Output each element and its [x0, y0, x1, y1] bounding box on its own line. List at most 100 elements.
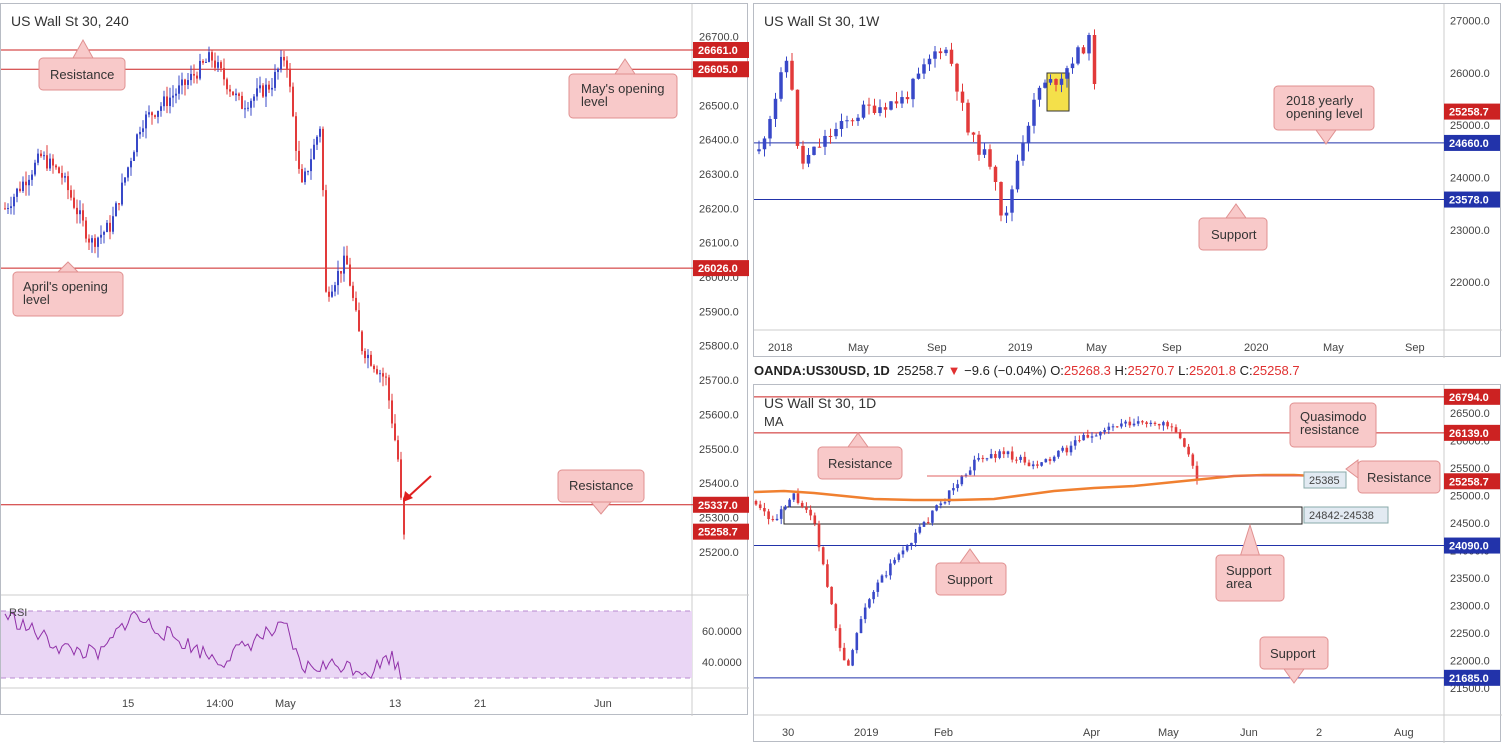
candle-body [223, 68, 225, 80]
candle-body [253, 96, 255, 101]
y-tick-label: 25000.0 [1450, 491, 1490, 503]
candle-body [241, 95, 243, 109]
candle-body [379, 373, 381, 375]
candle-body [988, 149, 992, 167]
candle-body [1040, 462, 1043, 466]
callout-support-mid: Support [935, 548, 1007, 596]
candle-body [376, 369, 378, 374]
candle-body [952, 488, 955, 491]
candle-body [1153, 422, 1157, 424]
candle-body [1128, 421, 1132, 426]
level-badge [1444, 388, 1500, 405]
candle-body [328, 291, 330, 297]
candle-body [208, 52, 210, 62]
candle-body [1187, 446, 1190, 455]
candle-body [142, 128, 144, 132]
candle-body [1031, 464, 1035, 467]
candle-body [331, 291, 333, 297]
candle-body [28, 179, 30, 186]
level-badge-label: 24660.0 [1449, 138, 1489, 150]
candle-body [1107, 426, 1111, 431]
candle-body [361, 331, 363, 352]
candle-body [139, 131, 141, 135]
candle-body [163, 96, 165, 107]
candle-body [1023, 456, 1027, 463]
high-label: H: [1114, 363, 1128, 378]
candle-body [977, 134, 981, 155]
candle-body [94, 238, 96, 247]
candle-body [982, 149, 987, 155]
candle-body [247, 107, 249, 109]
x-tick-label: 2018 [768, 342, 792, 354]
candle-body [391, 400, 393, 424]
chart-4h-panel[interactable]: 26700.026600.026500.026400.026300.026200… [0, 3, 749, 716]
candle-body [49, 158, 51, 169]
y-tick-label: 23000.0 [1450, 225, 1490, 237]
candle-body [46, 155, 48, 169]
candle-body [966, 102, 970, 133]
rsi-line [4, 610, 402, 681]
candle-body [37, 153, 39, 163]
candle-body [788, 499, 791, 507]
candle-body [1036, 464, 1039, 466]
red-arrow [403, 475, 432, 502]
candle-body [226, 79, 228, 90]
candle-body [229, 89, 231, 92]
candle-body [202, 60, 204, 63]
candle-body [1059, 78, 1064, 85]
candle-body [1082, 434, 1085, 441]
support-area-box [783, 506, 1303, 525]
level-badge [1444, 134, 1500, 151]
candle-body [872, 591, 875, 600]
level-badge [1444, 473, 1500, 490]
level-badge-label: 26139.0 [1449, 428, 1489, 440]
rsi-band [1, 611, 692, 678]
candle-body [1006, 451, 1010, 455]
candle-body [40, 153, 42, 157]
candle-body [1166, 422, 1169, 427]
x-tick-label: 15 [122, 698, 134, 710]
candle-body [806, 154, 811, 164]
candle-body [1174, 427, 1178, 433]
candle-body [244, 108, 246, 110]
x-tick-label: Sep [1405, 342, 1425, 354]
highlight-box [1046, 72, 1070, 112]
candle-body [828, 135, 833, 137]
y-tick-label: 26400.0 [699, 135, 739, 147]
candle-body [779, 509, 783, 519]
symbol-label: OANDA:US30USD, 1D [754, 363, 890, 378]
svg-text:25385: 25385 [1309, 475, 1340, 487]
candle-body [313, 144, 315, 160]
candle-body [800, 502, 804, 508]
candle-body [43, 155, 45, 157]
candle-body [403, 497, 405, 535]
candle-body [1115, 426, 1119, 428]
chart-1d-panel[interactable]: 26500.026000.025500.025000.024500.024000… [753, 384, 1502, 743]
candle-body [52, 158, 54, 166]
level-badge-label: 23578.0 [1449, 195, 1489, 207]
candle-body [1099, 431, 1102, 436]
x-tick-label: May [1158, 727, 1179, 739]
candle-body [199, 60, 201, 79]
candle-body [298, 150, 300, 169]
last-price: 25258.7 [897, 363, 945, 378]
x-tick-label: May [1323, 342, 1344, 354]
candle-body [845, 120, 849, 122]
callout-resistance-left: Resistance [817, 432, 903, 480]
x-tick-label: 2020 [1244, 342, 1268, 354]
candle-body [1157, 423, 1161, 426]
candle-body [373, 365, 375, 370]
candle-body [973, 459, 976, 471]
candle-body [863, 607, 867, 620]
chart-1w-panel[interactable]: 27000.0 26000.0 25000.0 24000.0 23000.0 22000… [753, 3, 1502, 358]
candle-body [1111, 426, 1115, 428]
candle-body [771, 519, 775, 521]
down-triangle-icon: ▼ [947, 363, 961, 378]
candle-body [1057, 450, 1060, 457]
candle-body [232, 91, 234, 96]
level-badge-label: 26794.0 [1449, 392, 1489, 404]
low-label: L: [1178, 363, 1190, 378]
y-tick-label: 25000.0 [1450, 120, 1490, 132]
